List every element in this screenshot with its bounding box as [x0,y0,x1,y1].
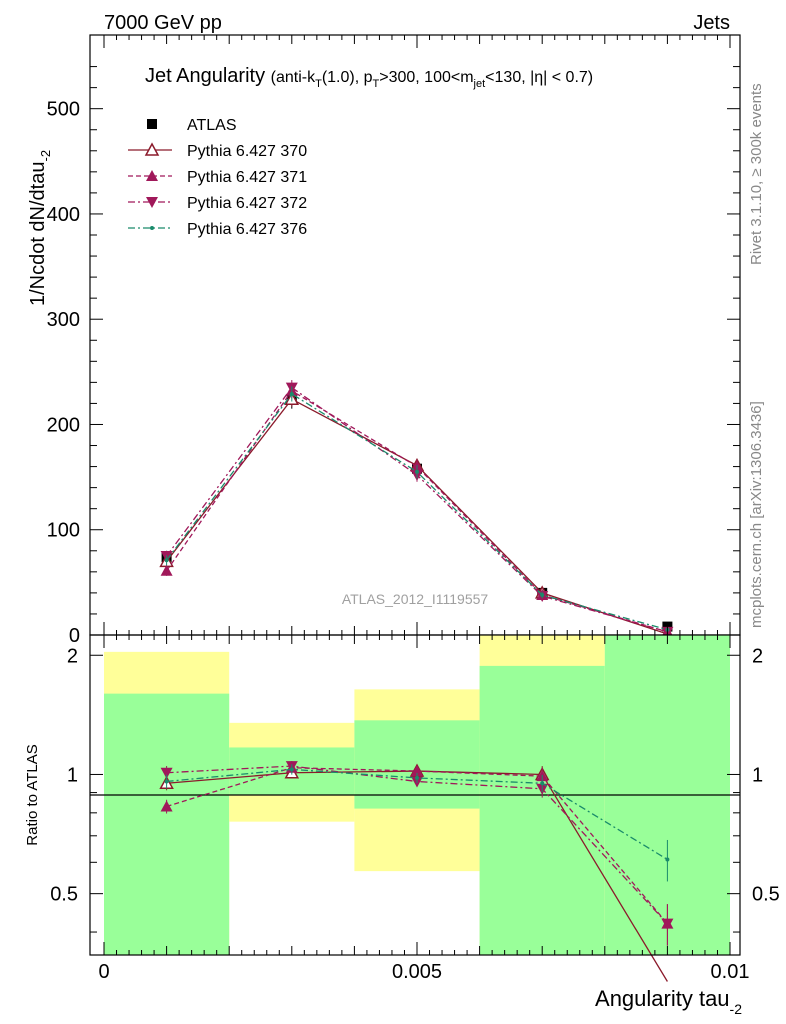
ratio-point [160,800,173,812]
legend-marker [144,142,160,156]
legend: ATLAS Pythia 6.427 370 Pythia 6.427 371 Pyt… [128,117,307,238]
y-tick-label: 200 [47,414,80,436]
ratio-ylabel: Ratio to ATLAS [24,744,41,845]
ratio-point [665,857,670,862]
ratio-point [160,767,173,779]
series-line [166,389,668,633]
legend-marker [150,226,154,230]
ratio-xlabel: Angularity tau-2 [595,986,742,1017]
x-tick-label: 0 [98,961,109,983]
legend-item: Pythia 6.427 371 [128,169,307,186]
legend-item: Pythia 6.427 372 [128,195,307,212]
header-right: Jets [693,12,730,34]
ratio-band-green [104,693,230,955]
ratio-y-tick-label-left: 0.5 [50,884,78,906]
mcplots-label: mcplots.cern.ch [arXiv:1306.3436] [748,401,765,628]
ratio-point [415,775,419,780]
ratio-point [540,781,545,786]
data-point [540,593,545,597]
legend-item: ATLAS [147,117,237,134]
data-point [289,391,294,396]
legend-label: Pythia 6.427 372 [187,195,307,212]
ratio-y-tick-label-right: 0.5 [752,884,780,906]
legend-label: Pythia 6.427 376 [187,221,307,238]
x-tick-label: 0.005 [392,961,442,983]
legend-label: ATLAS [187,117,237,134]
legend-marker [146,170,158,181]
ratio-point [164,779,169,784]
ratio-panel: 0.5 0.5 1 1 2 2 0 0.005 0.01 Ratio to ATLAS Angu… [24,634,780,1017]
legend-marker [147,119,157,129]
data-point [164,558,169,563]
analysis-label: ATLAS_2012_I1119557 [342,591,489,607]
y-tick-label: 0 [69,625,80,647]
y-tick-label: 300 [47,309,80,331]
x-tick-label: 0.01 [711,961,750,983]
ratio-y-tick-label-left: 2 [67,645,78,667]
legend-marker [146,197,158,208]
ratio-y-tick-label-right: 1 [752,764,763,786]
ratio-frame [89,634,741,956]
ratio-y-tick-label-left: 1 [67,764,78,786]
main-title: Jet Angularity (anti-kT(1.0), pT>300, 10… [145,65,593,90]
y-tick-label: 100 [47,520,80,542]
legend-item: Pythia 6.427 376 [128,221,307,238]
main-panel: 0 100 200 300 400 500 Jet Angularity (anti-kT… [27,34,741,647]
ratio-y-tick-label-right: 2 [752,645,763,667]
header-left: 7000 GeV pp [104,12,222,34]
rivet-label: Rivet 3.1.10, ≥ 300k events [748,83,765,265]
y-tick-label: 400 [47,204,80,226]
main-ylabel: 1/Ncdot dN/dtau-2 [27,150,53,306]
ratio-point [411,765,423,777]
legend-label: Pythia 6.427 371 [187,169,307,186]
ratio-series-pythia-6-427-376 [164,764,670,882]
data-point [415,469,419,474]
legend-label: Pythia 6.427 370 [187,143,307,160]
y-tick-label: 500 [47,99,80,121]
data-point [160,564,173,576]
main-title-main: Jet Angularity [145,65,265,87]
ratio-point [661,918,674,930]
ratio-point [289,767,294,772]
legend-item: Pythia 6.427 370 [128,142,307,160]
ratio-band-green [479,665,605,955]
